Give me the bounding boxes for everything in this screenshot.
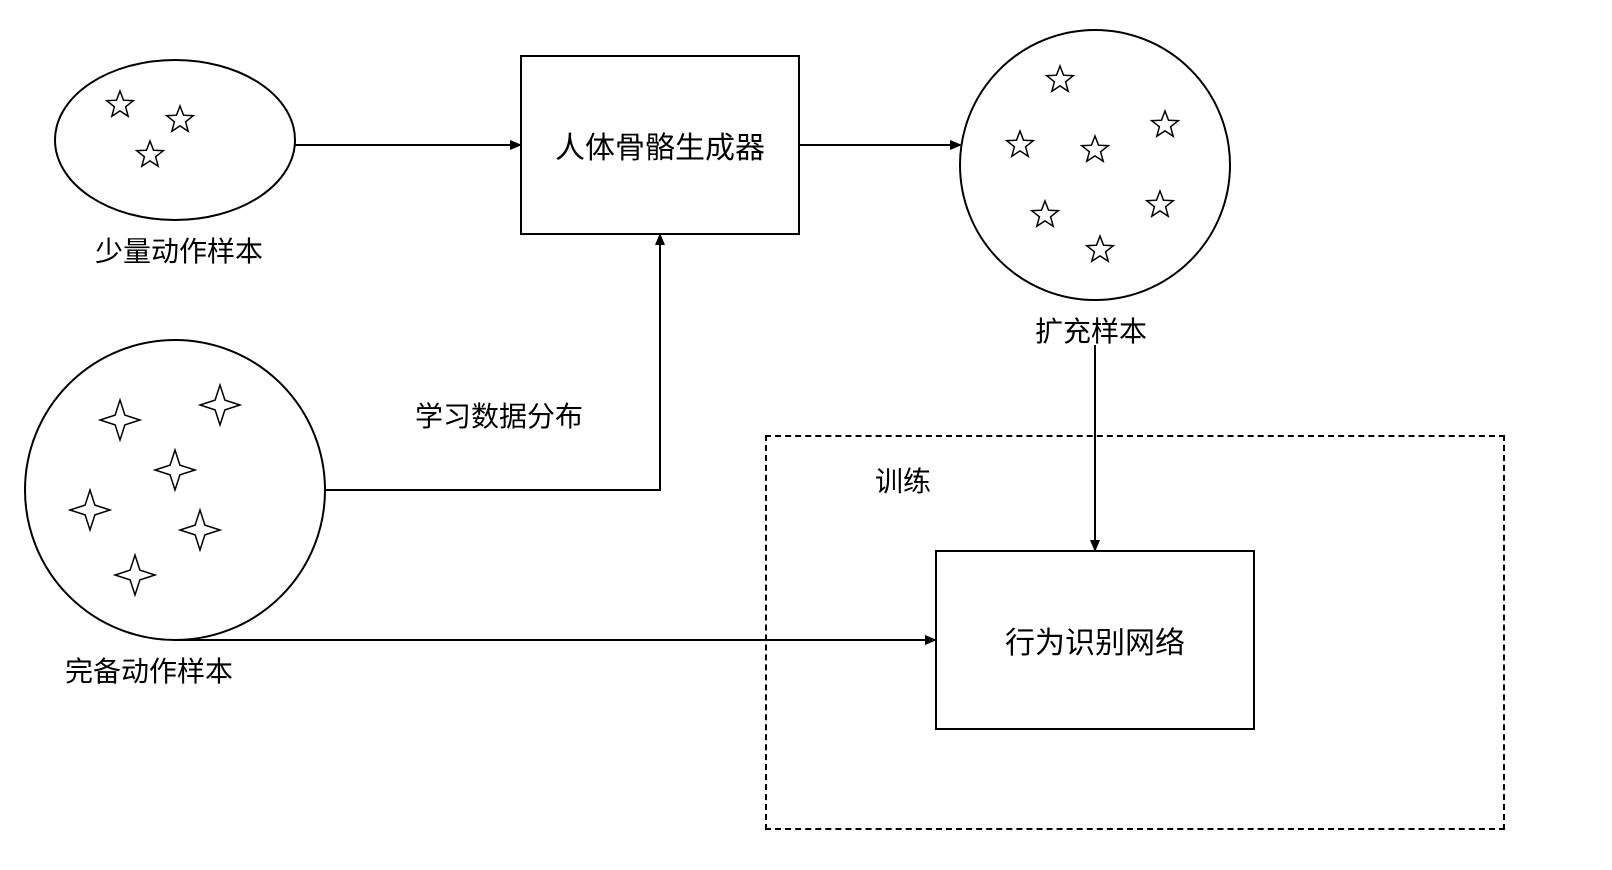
edges-layer [0,0,1612,870]
